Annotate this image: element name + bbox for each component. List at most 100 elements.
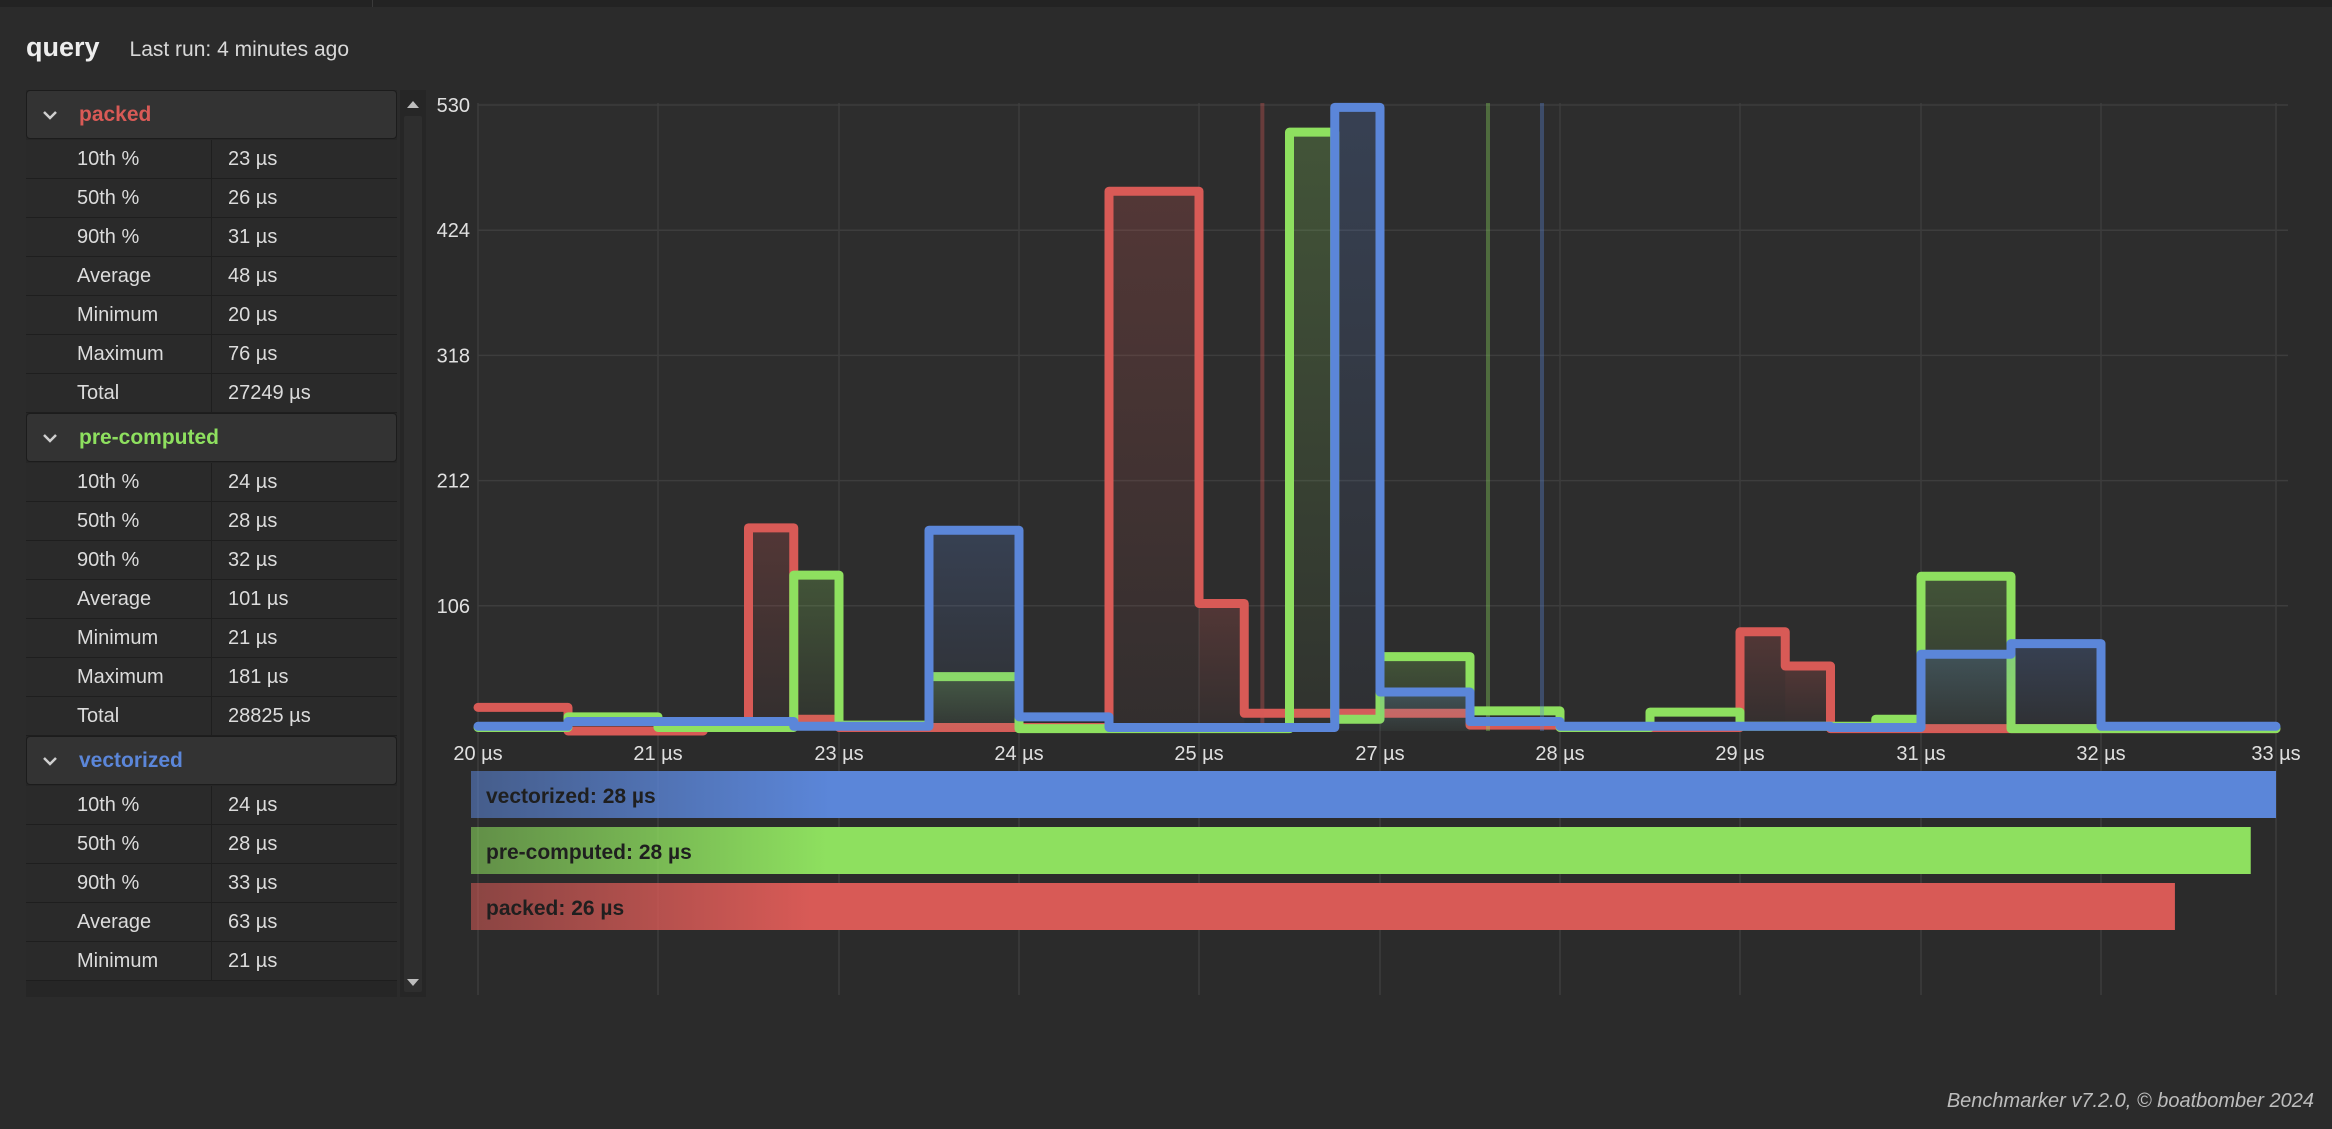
stat-value: 48 µs — [228, 265, 278, 287]
group-name: vectorized — [79, 748, 183, 772]
summary-bar-0 — [471, 771, 2276, 818]
stat-value: 23 µs — [228, 148, 278, 170]
group-name: pre-computed — [79, 425, 220, 449]
group-header-packed[interactable]: packed — [26, 90, 397, 139]
stat-row: Maximum 76 µs — [26, 335, 397, 374]
scrollbar-thumb[interactable] — [404, 116, 422, 992]
stat-value: 20 µs — [228, 304, 278, 326]
stat-row: Average 63 µs — [26, 903, 397, 942]
group-header-vectorized[interactable]: vectorized — [26, 736, 397, 785]
histogram-bin — [1380, 692, 1470, 731]
stat-label: Minimum — [26, 942, 212, 980]
chevron-down-icon[interactable] — [43, 108, 57, 122]
y-tick-label: 106 — [437, 596, 470, 618]
histogram-bin — [1921, 654, 2011, 731]
page-header: query Last run: 4 minutes ago — [26, 32, 349, 72]
stat-row: Maximum 181 µs — [26, 658, 397, 697]
stat-value: 28 µs — [228, 510, 278, 532]
stat-label: Average — [26, 257, 212, 295]
chevron-down-icon[interactable] — [43, 754, 57, 768]
stat-label: 10th % — [26, 463, 212, 501]
stat-label: Minimum — [26, 619, 212, 657]
stat-value: 181 µs — [228, 666, 289, 688]
x-tick-label: 29 µs — [1715, 743, 1764, 765]
stat-label: 90th % — [26, 218, 212, 256]
x-tick-label: 24 µs — [994, 743, 1043, 765]
stat-value: 24 µs — [228, 471, 278, 493]
x-tick-label: 28 µs — [1535, 743, 1584, 765]
stat-row: Total 27249 µs — [26, 374, 397, 413]
histogram-bin — [1740, 631, 1786, 731]
stat-value: 28 µs — [228, 833, 278, 855]
stats-scrollbar[interactable] — [400, 90, 426, 997]
stat-value: 24 µs — [228, 794, 278, 816]
arrow-down-icon[interactable] — [400, 974, 426, 996]
tab[interactable] — [372, 0, 637, 7]
y-tick-label: 530 — [437, 95, 470, 117]
stat-label: 90th % — [26, 541, 212, 579]
stat-value: 33 µs — [228, 872, 278, 894]
y-tick-label: 424 — [437, 220, 470, 242]
stat-label: Total — [26, 697, 212, 735]
stat-label: Average — [26, 903, 212, 941]
stats-panel: packed 10th % 23 µs 50th % 26 µs 90th % 31 µs A… — [26, 90, 397, 997]
stat-value: 31 µs — [228, 226, 278, 248]
stat-row: 10th % 24 µs — [26, 786, 397, 825]
histogram-bin — [2011, 643, 2101, 731]
stat-value: 28825 µs — [228, 705, 311, 727]
stat-row: Minimum 20 µs — [26, 296, 397, 335]
top-tab-strip — [0, 0, 2332, 7]
stat-value: 76 µs — [228, 343, 278, 365]
stat-label: Maximum — [26, 335, 212, 373]
stat-row: Average 48 µs — [26, 257, 397, 296]
x-tick-label: 32 µs — [2076, 743, 2125, 765]
x-tick-label: 20 µs — [453, 743, 502, 765]
stat-label: Total — [26, 374, 212, 412]
summary-bar-label: pre-computed: 28 µs — [486, 841, 692, 864]
histogram-bin — [929, 530, 1019, 731]
summary-bar-label: packed: 26 µs — [486, 897, 624, 920]
stat-row: Average 101 µs — [26, 580, 397, 619]
histogram-bin — [1289, 132, 1335, 732]
y-tick-label: 318 — [437, 345, 470, 367]
stat-row: 90th % 33 µs — [26, 864, 397, 903]
stat-label: Maximum — [26, 658, 212, 696]
series-line-vectorized — [473, 102, 2281, 732]
chevron-down-icon[interactable] — [43, 431, 57, 445]
stat-label: Average — [26, 580, 212, 618]
stat-label: Minimum — [26, 296, 212, 334]
y-tick-label: 212 — [437, 471, 470, 493]
x-tick-label: 21 µs — [633, 743, 682, 765]
stat-row: 10th % 24 µs — [26, 463, 397, 502]
summary-bar-1 — [471, 827, 2251, 874]
x-tick-label: 25 µs — [1174, 743, 1223, 765]
x-tick-label: 33 µs — [2251, 743, 2300, 765]
stat-row: Minimum 21 µs — [26, 942, 397, 981]
stat-value: 21 µs — [228, 627, 278, 649]
histogram-bin — [793, 575, 839, 731]
last-run-status: Last run: 4 minutes ago — [129, 38, 349, 61]
footer-credit: Benchmarker v7.2.0, © boatbomber 2024 — [1946, 1090, 2314, 1112]
stat-value: 63 µs — [228, 911, 278, 933]
page-title: query — [26, 32, 100, 62]
stat-row: 10th % 23 µs — [26, 140, 397, 179]
stat-value: 101 µs — [228, 588, 289, 610]
histogram-bin — [1334, 107, 1380, 732]
arrow-up-icon[interactable] — [400, 94, 426, 116]
stat-row: 50th % 28 µs — [26, 825, 397, 864]
stat-value: 21 µs — [228, 950, 278, 972]
stat-label: 10th % — [26, 786, 212, 824]
stat-value: 27249 µs — [228, 382, 311, 404]
histogram-chart: 530 424 318 212 106 20 µs 21 µs 23 µs 24 µs 25 µs… — [437, 95, 2301, 995]
stat-label: 50th % — [26, 179, 212, 217]
stat-row: 90th % 32 µs — [26, 541, 397, 580]
stat-label: 10th % — [26, 140, 212, 178]
stat-label: 50th % — [26, 825, 212, 863]
histogram-bin — [1199, 603, 1245, 731]
group-header-pre-computed[interactable]: pre-computed — [26, 413, 397, 462]
group-name: packed — [79, 102, 152, 126]
stat-row: 90th % 31 µs — [26, 218, 397, 257]
summary-bar-label: vectorized: 28 µs — [486, 785, 656, 808]
x-tick-label: 31 µs — [1896, 743, 1945, 765]
stat-value: 32 µs — [228, 549, 278, 571]
